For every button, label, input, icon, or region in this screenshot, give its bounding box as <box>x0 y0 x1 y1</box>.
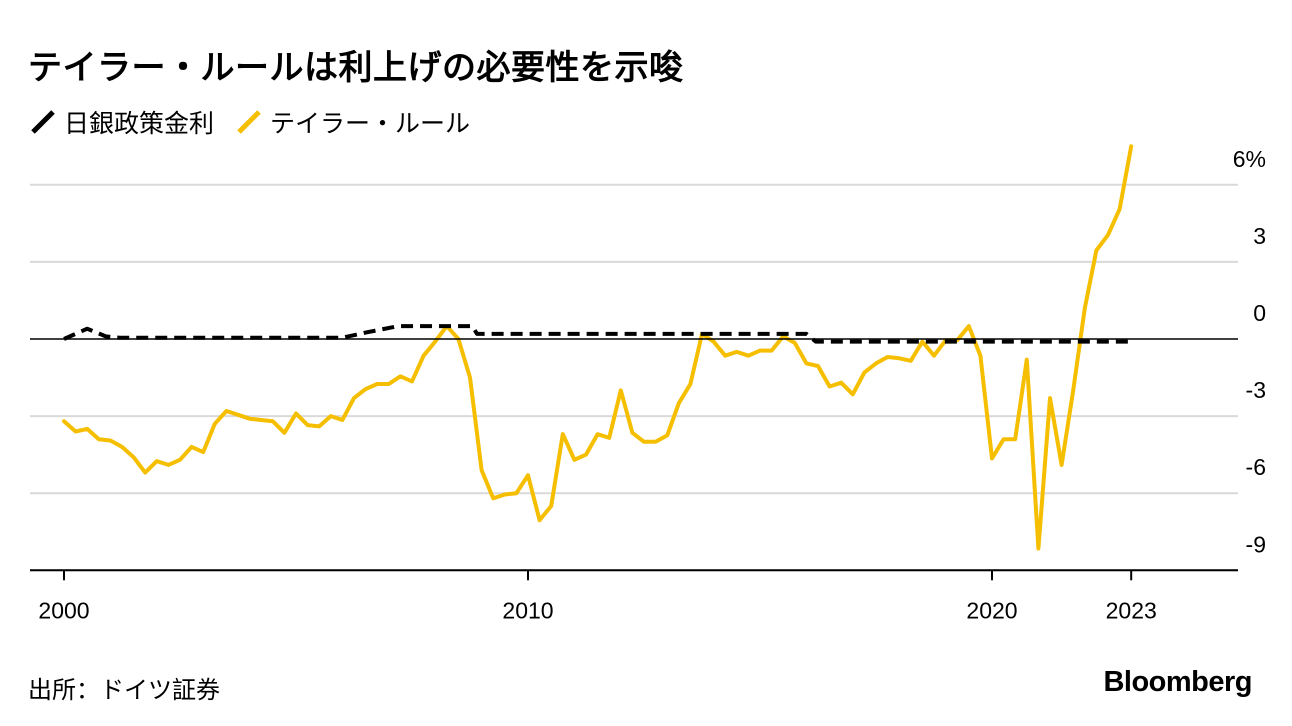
y-tick-label: 6% <box>1233 146 1266 172</box>
legend-swatch-boj-rate <box>31 110 55 134</box>
y-tick-label: -9 <box>1246 531 1266 557</box>
legend-item-taylor-rule: テイラー・ルール <box>236 104 470 140</box>
legend-swatch-taylor-rule <box>237 110 261 134</box>
legend-label-boj-rate: 日銀政策金利 <box>64 109 215 138</box>
legend-item-boj-rate: 日銀政策金利 <box>30 104 214 140</box>
y-tick-label: -3 <box>1246 377 1266 403</box>
y-tick-label: 0 <box>1253 300 1266 326</box>
series-line-boj-rate <box>63 324 1132 344</box>
y-tick-label: -6 <box>1246 454 1266 480</box>
bloomberg-logo: Bloomberg <box>1103 666 1252 698</box>
legend: 日銀政策金利 テイラー・ルール <box>30 104 492 140</box>
series-line-taylor-rule <box>62 144 1134 551</box>
y-tick-label: 3 <box>1253 223 1266 249</box>
x-tick-label: 2010 <box>502 597 553 623</box>
x-tick-label: 2023 <box>1106 597 1157 623</box>
source-note: 出所：ドイツ証券 <box>28 676 220 704</box>
x-tick-label: 2020 <box>966 597 1017 623</box>
line-chart: 6% 3 0 -3 -6 -9 2000 2010 2020 2023 <box>30 144 1266 623</box>
chart-title: テイラー・ルールは利上げの必要性を示唆 <box>28 48 684 88</box>
x-tick-label: 2000 <box>38 597 89 623</box>
legend-label-taylor-rule: テイラー・ルール <box>270 109 471 138</box>
